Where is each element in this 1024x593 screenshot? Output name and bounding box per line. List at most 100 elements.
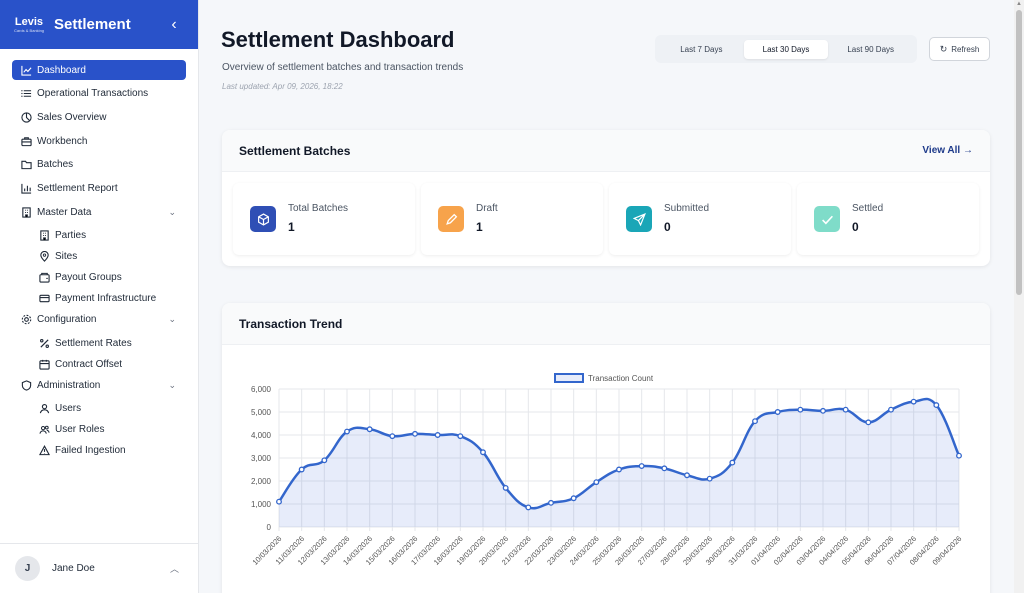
sidebar-item-users[interactable]: Users (30, 399, 186, 418)
sidebar-item-label: Batches (37, 159, 74, 171)
y-tick-label: 4,000 (251, 431, 272, 440)
stat-label: Draft (476, 202, 498, 214)
y-tick-label: 6,000 (251, 385, 272, 394)
refresh-icon: ↻ (939, 43, 948, 54)
sidebar-item-user-roles[interactable]: User Roles (30, 420, 186, 439)
sidebar-item-label: User Roles (55, 424, 105, 436)
shield-icon (20, 379, 33, 392)
transaction-trend-card: Transaction Trend 0 1,000 2,000 3,000 4,000 5… (222, 303, 990, 593)
stat-value: 0 (664, 219, 671, 234)
chevron-down-icon[interactable]: ⌄ (168, 314, 176, 325)
sidebar-item-workbench[interactable]: Workbench (12, 131, 186, 151)
data-point (389, 433, 396, 440)
batches-card-header: Settlement Batches View All → (222, 130, 990, 172)
data-point (706, 475, 713, 482)
sidebar-item-label: Master Data (37, 206, 92, 218)
legend-swatch (554, 373, 584, 383)
refresh-button[interactable]: ↻ Refresh (929, 37, 990, 61)
scrollbar-thumb[interactable] (1016, 10, 1022, 295)
chevron-down-icon[interactable]: ⌄ (168, 380, 176, 390)
user-menu[interactable]: J Jane Doe ︿ (0, 543, 199, 593)
sidebar-item-label: Payment Infrastructure (55, 292, 157, 304)
chevron-up-icon[interactable]: ︿ (169, 564, 179, 574)
sidebar-item-contract-offset[interactable]: Contract Offset (30, 355, 186, 374)
data-point (729, 459, 736, 466)
sidebar-submenu: Users User Roles Failed Ingestion (12, 399, 186, 460)
data-point (842, 406, 849, 413)
sidebar-item-payout-groups[interactable]: Payout Groups (30, 268, 186, 287)
user-icon (38, 402, 51, 415)
scroll-up-icon[interactable]: ▲ (1016, 1, 1022, 7)
sidebar-item-parties[interactable]: Parties (30, 226, 186, 245)
sidebar-item-label: Sales Overview (37, 111, 107, 123)
user-name: Jane Doe (52, 563, 95, 574)
sidebar-item-sites[interactable]: Sites (30, 247, 186, 266)
range-30-days-button[interactable]: Last 30 Days (743, 39, 829, 59)
data-point (616, 466, 622, 473)
stat-label: Submitted (664, 202, 710, 214)
sidebar-item-sales-overview[interactable]: Sales Overview (12, 107, 186, 127)
data-point (797, 406, 804, 413)
data-point (344, 428, 350, 435)
range-90-days-button[interactable]: Last 90 Days (847, 44, 895, 54)
stat-value: 0 (852, 219, 859, 234)
sidebar-item-operational-transactions[interactable]: Operational Transactions (12, 84, 186, 104)
last-updated: Last updated: Apr 09, 2026, 18:22 (222, 82, 343, 91)
sidebar-group-configuration[interactable]: Configuration ⌄ (12, 310, 186, 330)
sidebar-item-label: Users (55, 403, 82, 415)
sidebar-item-batches[interactable]: Batches (12, 155, 186, 175)
credit-card-icon (38, 292, 51, 305)
gear-icon (20, 313, 33, 326)
sidebar-item-label: Workbench (37, 135, 88, 147)
building-icon (20, 206, 33, 219)
sidebar-item-settlement-report[interactable]: Settlement Report (12, 178, 186, 198)
data-point (956, 452, 962, 459)
date-range-selector: Last 7 Days Last 30 Days Last 90 Days (655, 35, 917, 63)
collapse-sidebar-button[interactable]: ‹ (171, 15, 177, 33)
avatar: J (15, 556, 40, 581)
sidebar-item-payment-infrastructure[interactable]: Payment Infrastructure (30, 289, 186, 308)
data-point (570, 495, 577, 502)
sidebar-item-label: Failed Ingestion (55, 445, 126, 457)
building-icon (38, 229, 51, 242)
view-all-link[interactable]: View All → (922, 145, 973, 156)
stat-card-draft: Draft 1 (421, 183, 603, 255)
sidebar-item-label: Sites (55, 250, 78, 262)
trend-card-header: Transaction Trend (222, 303, 990, 345)
stat-label: Total Batches (288, 202, 349, 214)
sidebar-item-dashboard[interactable]: Dashboard (12, 60, 186, 80)
briefcase-icon (20, 135, 33, 148)
sidebar-item-failed-ingestion[interactable]: Failed Ingestion (30, 441, 186, 460)
sidebar-nav: Dashboard Operational Transactions Sales O… (0, 49, 198, 460)
y-tick-label: 5,000 (251, 408, 272, 417)
data-point (276, 498, 282, 505)
range-7-days-button[interactable]: Last 7 Days (680, 44, 723, 54)
data-point (480, 449, 486, 456)
chevron-down-icon[interactable]: ⌄ (168, 206, 176, 217)
sidebar-group-master-data[interactable]: Master Data ⌄ (12, 202, 186, 222)
bar-chart-icon (20, 182, 33, 195)
sidebar-item-label: Administration (37, 380, 101, 391)
stat-label: Settled (852, 202, 884, 214)
cube-icon (250, 206, 276, 232)
sidebar-header: Levis Cards & Banking Settlement ‹ (0, 0, 198, 49)
stat-text: Draft 1 (476, 203, 498, 234)
sidebar-item-label: Settlement Rates (55, 337, 132, 349)
sidebar-item-label: Configuration (37, 314, 97, 326)
page-subtitle: Overview of settlement batches and trans… (222, 62, 464, 73)
trend-title: Transaction Trend (239, 316, 343, 331)
sidebar-item-label: Payout Groups (55, 271, 122, 283)
page-scrollbar[interactable]: ▲ (1014, 0, 1024, 593)
sidebar-submenu: Parties Sites Payout Groups Payment Infrast… (12, 226, 186, 308)
sidebar: Levis Cards & Banking Settlement ‹ Dashb… (0, 0, 199, 593)
sidebar-item-settlement-rates[interactable]: Settlement Rates (30, 334, 186, 353)
transaction-trend-chart: 01,0002,0003,0004,0005,0006,00010/03/202… (251, 373, 963, 567)
y-tick-label: 1,000 (251, 500, 272, 509)
stat-text: Settled 0 (852, 203, 883, 234)
data-point (888, 406, 894, 413)
sidebar-group-administration[interactable]: Administration ⌄ (12, 376, 186, 396)
data-point (774, 409, 781, 415)
logo-text: Levis (14, 15, 44, 28)
stat-value: 1 (288, 219, 295, 234)
